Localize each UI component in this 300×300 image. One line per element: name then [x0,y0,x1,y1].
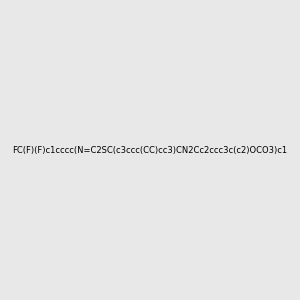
Text: FC(F)(F)c1cccc(N=C2SC(c3ccc(CC)cc3)CN2Cc2ccc3c(c2)OCO3)c1: FC(F)(F)c1cccc(N=C2SC(c3ccc(CC)cc3)CN2Cc… [12,146,288,154]
